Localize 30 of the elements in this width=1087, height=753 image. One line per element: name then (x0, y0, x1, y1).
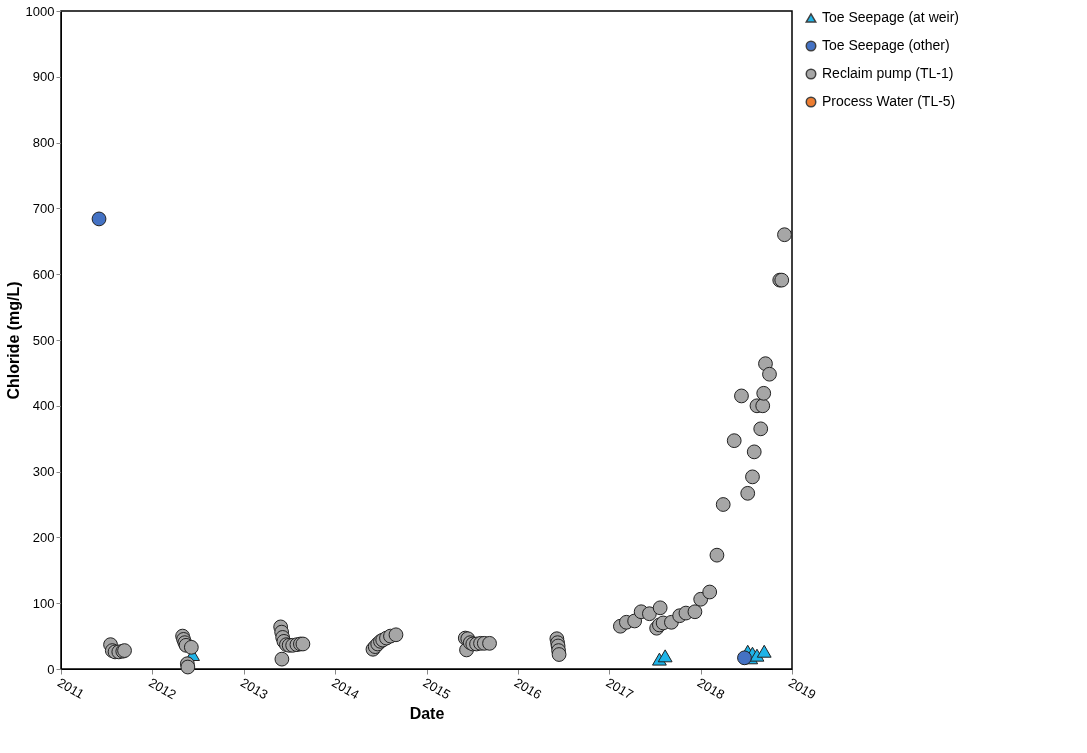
legend-label: Reclaim pump (TL-1) (822, 65, 954, 81)
y-tick-label: 1000 (25, 3, 55, 19)
point (737, 650, 752, 666)
x-tick-label: 2013 (237, 674, 271, 703)
x-tick-label: 2012 (146, 674, 179, 703)
x-tick-label: 2015 (420, 674, 454, 703)
x-tick-label: 2018 (694, 674, 728, 703)
y-tick-label: 300 (32, 464, 55, 480)
x-axis-title: Date (409, 705, 445, 723)
y-tick-label: 0 (47, 661, 55, 677)
y-tick-label: 900 (32, 69, 55, 85)
y-tick-label: 100 (32, 595, 55, 611)
x-tick-label: 2019 (786, 674, 819, 703)
x-tick-label: 2016 (511, 674, 545, 703)
y-tick-label: 800 (32, 135, 55, 151)
x-tick-label: 2014 (329, 674, 362, 703)
x-tick-label: 2011 (55, 674, 87, 702)
y-tick-label: 200 (32, 529, 55, 545)
y-tick-label: 600 (32, 266, 55, 282)
y-tick-label: 400 (32, 398, 55, 414)
point (756, 644, 772, 658)
y-axis-title: Chloride (mg/L) (4, 281, 22, 400)
y-tick-label: 700 (32, 200, 55, 216)
point (91, 211, 107, 227)
legend-label: Toe Seepage (other) (822, 37, 950, 53)
legend-label: Process Water (TL-5) (822, 93, 956, 109)
y-tick-label: 500 (32, 332, 55, 348)
x-tick-label: 2017 (603, 674, 636, 703)
legend-label: Toe Seepage (at weir) (822, 9, 959, 25)
point (657, 649, 673, 663)
